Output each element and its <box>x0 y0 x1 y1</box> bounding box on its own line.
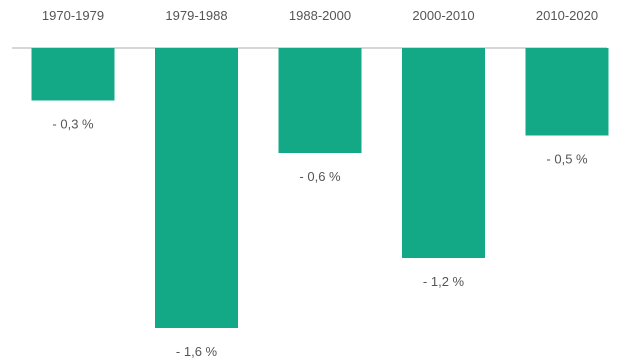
category-label-1988-2000: 1988-2000 <box>289 8 351 23</box>
bar-1988-2000 <box>278 48 362 153</box>
bars-group <box>31 48 609 328</box>
value-label-1979-1988: - 1,6 % <box>176 344 218 359</box>
value-label-2000-2010: - 1,2 % <box>423 274 465 289</box>
value-labels-group: - 0,3 % - 1,6 % - 0,6 % - 1,2 % - 0,5 % <box>52 117 588 359</box>
category-label-1979-1988: 1979-1988 <box>165 8 227 23</box>
bar-1970-1979 <box>31 48 115 101</box>
category-label-1970-1979: 1970-1979 <box>42 8 104 23</box>
bar-2000-2010 <box>402 48 485 258</box>
category-label-2000-2010: 2000-2010 <box>412 8 474 23</box>
bar-2010-2020 <box>525 48 609 136</box>
category-label-2010-2020: 2010-2020 <box>536 8 598 23</box>
category-labels-group: 1970-1979 1979-1988 1988-2000 2000-2010 2010… <box>42 8 598 23</box>
bar-1979-1988 <box>155 48 238 328</box>
value-label-1970-1979: - 0,3 % <box>52 117 94 132</box>
value-label-1988-2000: - 0,6 % <box>299 169 341 184</box>
value-label-2010-2020: - 0,5 % <box>546 152 588 167</box>
